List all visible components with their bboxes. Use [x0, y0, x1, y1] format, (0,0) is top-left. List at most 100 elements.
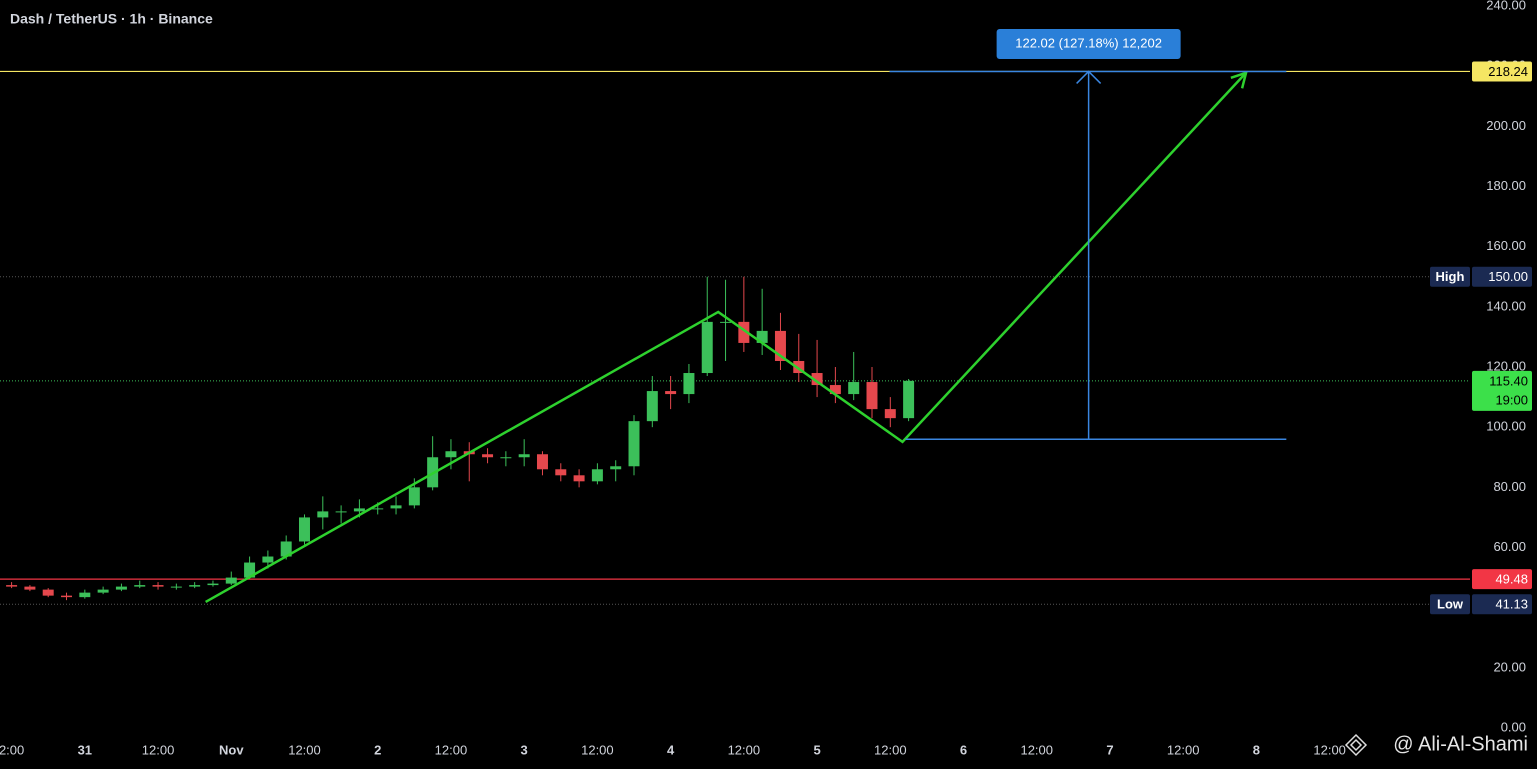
price-label: 41.13 [1495, 597, 1528, 612]
x-tick-label: 12:00 [1167, 742, 1200, 757]
y-tick-label: 120.00 [1486, 358, 1526, 373]
candle-body [42, 589, 54, 596]
candle-body [353, 508, 365, 512]
price-label-box [1472, 370, 1532, 411]
y-tick-label: 80.00 [1493, 479, 1526, 494]
candle-body [646, 391, 658, 422]
candle-body [152, 585, 164, 587]
candle-body [317, 511, 329, 518]
candle-body [445, 451, 457, 458]
candle-body [518, 454, 530, 458]
candle-body [884, 409, 896, 419]
trend-line [205, 71, 1247, 604]
candle-body [390, 505, 402, 509]
x-tick-label: 12:00 [142, 742, 175, 757]
y-tick-label: 60.00 [1493, 539, 1526, 554]
price-tag-box [1430, 594, 1470, 615]
y-tick-label: 20.00 [1493, 659, 1526, 674]
x-tick-label: 12:00 [1313, 742, 1346, 757]
candle-body [299, 517, 310, 542]
candle-body [903, 380, 915, 419]
candle-body [793, 360, 805, 374]
candle-body [665, 391, 677, 395]
price-label: 49.48 [1495, 572, 1528, 587]
price-label-box [1472, 594, 1532, 615]
candle-body [24, 586, 36, 590]
chart-title: Dash / TetherUS · 1h · Binance [10, 11, 213, 27]
price-label: 218.24 [1488, 64, 1528, 79]
x-tick-label: 5 [813, 742, 820, 757]
candle-body [262, 556, 274, 563]
candle-body [6, 585, 18, 587]
y-tick-label: 180.00 [1486, 178, 1526, 193]
candle-body [500, 457, 512, 459]
y-tick-label: 140.00 [1486, 298, 1526, 313]
x-tick-label: 2 [374, 742, 381, 757]
measure-arrowhead [1076, 70, 1102, 84]
x-tick-label: 3 [521, 742, 528, 757]
candle-body [97, 589, 109, 593]
candle-body [683, 373, 695, 395]
x-tick-label: 4 [667, 742, 675, 757]
candle-body [628, 421, 640, 467]
x-tick-label: 12:00 [1020, 742, 1053, 757]
price-label-box [1472, 569, 1532, 590]
y-tick-label: 240.00 [1486, 0, 1526, 12]
candle-body [555, 469, 567, 476]
candle-body [536, 454, 548, 470]
y-tick-label: 200.00 [1486, 118, 1526, 133]
trend-arrowhead [1230, 70, 1248, 89]
price-label: 115.40 [1489, 373, 1528, 388]
measure-label-box [996, 29, 1181, 59]
x-tick-label: 31 [78, 742, 92, 757]
x-tick-label: 12:00 [581, 742, 614, 757]
candle-body [811, 373, 823, 386]
candle-body [829, 385, 841, 395]
candle-body [244, 562, 256, 578]
candle-body [848, 382, 860, 395]
candle-body [134, 585, 146, 587]
price-countdown: 19:00 [1495, 392, 1528, 407]
candle-body [866, 382, 878, 410]
candle-body [225, 577, 237, 584]
y-tick-label: 100.00 [1486, 419, 1526, 434]
watermark-logo [1344, 733, 1368, 757]
plot-area: 122.02 (127.18%) 12,202 [0, 29, 1470, 605]
candle-body [207, 583, 219, 586]
candle-body [701, 321, 713, 374]
candle-body [372, 508, 384, 510]
x-tick-label: Nov [219, 742, 244, 757]
candle-body [79, 592, 91, 598]
y-tick-label: 160.00 [1486, 238, 1526, 253]
candle-body [756, 330, 768, 343]
candle-body [610, 466, 622, 470]
price-label: 150.00 [1488, 269, 1528, 284]
price-tag: Low [1437, 597, 1464, 612]
price-label-box [1472, 266, 1532, 287]
x-tick-label: 12:00 [288, 742, 321, 757]
measure-label: 122.02 (127.18%) 12,202 [1015, 35, 1162, 50]
candle-body [61, 595, 73, 598]
candle-body [335, 511, 347, 513]
candle-body [573, 475, 585, 482]
candle-body [170, 586, 182, 588]
x-tick-label: 12:00 [874, 742, 907, 757]
candle-body [482, 454, 494, 458]
candle-body [720, 321, 732, 323]
candle-body [591, 469, 603, 482]
watermark: @ Ali-Al-Shami [1393, 733, 1528, 755]
x-tick-label: 12:00 [728, 742, 761, 757]
x-tick-label: 7 [1106, 742, 1113, 757]
candle-body [280, 541, 292, 557]
candle-body [738, 321, 750, 343]
candle-body [189, 585, 201, 587]
x-tick-label: 8 [1253, 742, 1260, 757]
y-tick-label: 0.00 [1501, 719, 1526, 734]
price-label-box [1472, 61, 1532, 82]
price-tag: High [1436, 269, 1465, 284]
candle-body [408, 487, 420, 506]
candle-body [115, 586, 127, 590]
x-tick-label: 2:00 [0, 742, 24, 757]
x-tick-label: 6 [960, 742, 967, 757]
